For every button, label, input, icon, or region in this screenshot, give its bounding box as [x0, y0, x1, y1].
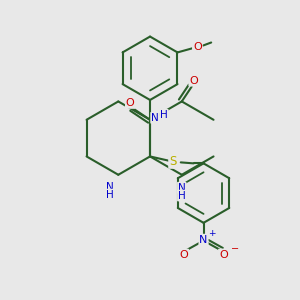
Text: O: O [193, 43, 202, 52]
Text: O: O [126, 98, 135, 108]
Text: O: O [219, 250, 228, 260]
Text: N: N [106, 182, 114, 192]
Text: N: N [200, 235, 208, 245]
Text: −: − [231, 244, 239, 254]
Text: +: + [208, 229, 215, 238]
Text: H: H [106, 190, 114, 200]
Text: N: N [178, 183, 186, 193]
Text: O: O [189, 76, 198, 85]
Text: H: H [178, 190, 186, 201]
Text: S: S [169, 155, 176, 168]
Text: H: H [160, 110, 168, 120]
Text: O: O [179, 250, 188, 260]
Text: N: N [151, 113, 159, 123]
